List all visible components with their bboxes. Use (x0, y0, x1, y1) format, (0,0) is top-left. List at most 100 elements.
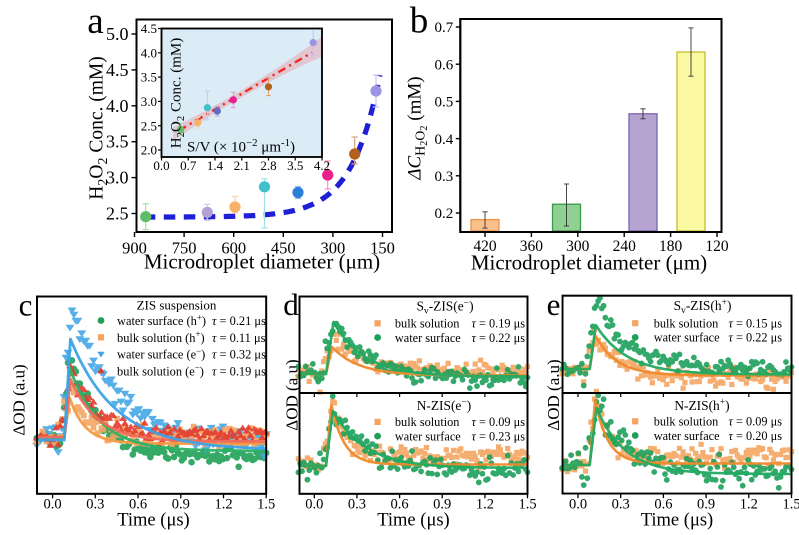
svg-text:2.0: 2.0 (141, 143, 157, 158)
svg-text:0.7: 0.7 (435, 20, 454, 36)
svg-text:0.9: 0.9 (697, 497, 715, 513)
svg-text:e: e (547, 287, 561, 322)
svg-text:bulk solution: bulk solution (654, 415, 719, 429)
svg-text:2.8: 2.8 (260, 158, 276, 173)
svg-text:τ = 0.11 μs: τ = 0.11 μs (212, 331, 266, 345)
svg-text:0.6: 0.6 (391, 497, 409, 513)
svg-text:c: c (19, 288, 33, 323)
svg-text:τ = 0.23 μs: τ = 0.23 μs (472, 429, 526, 443)
svg-text:5.0: 5.0 (106, 24, 129, 44)
svg-text:420: 420 (473, 238, 497, 255)
svg-text:bulk solution: bulk solution (395, 317, 460, 331)
svg-text:1.2: 1.2 (740, 497, 758, 513)
svg-text:750: 750 (172, 239, 197, 258)
svg-text:2.5: 2.5 (106, 204, 129, 224)
svg-text:120: 120 (705, 238, 729, 255)
svg-text:1.2: 1.2 (476, 497, 494, 513)
svg-text:τ = 0.22 μs: τ = 0.22 μs (472, 331, 526, 345)
svg-text:τ = 0.19 μs: τ = 0.19 μs (212, 364, 266, 378)
svg-text:0.9: 0.9 (433, 497, 451, 513)
svg-text:0.6: 0.6 (435, 57, 454, 73)
svg-text:Sv-ZIS(e−): Sv-ZIS(e−) (416, 297, 473, 316)
svg-text:Microdroplet diameter (μm): Microdroplet diameter (μm) (144, 250, 380, 274)
svg-text:0.0: 0.0 (153, 158, 169, 173)
svg-text:1.5: 1.5 (257, 497, 275, 513)
svg-text:τ = 0.20 μs: τ = 0.20 μs (729, 429, 783, 443)
svg-text:4.5: 4.5 (106, 60, 129, 80)
svg-text:2.5: 2.5 (141, 118, 157, 133)
svg-text:N-ZIS(h+): N-ZIS(h+) (674, 397, 729, 413)
svg-text:τ = 0.32 μs: τ = 0.32 μs (212, 348, 266, 362)
svg-text:S/V (× 10−2 μm-1): S/V (× 10−2 μm-1) (187, 137, 295, 156)
svg-text:450: 450 (271, 239, 296, 258)
svg-text:water surface: water surface (654, 429, 720, 443)
svg-text:τ = 0.19 μs: τ = 0.19 μs (472, 317, 526, 331)
svg-text:bulk solution (e−): bulk solution (e−) (117, 363, 204, 379)
svg-text:0.0: 0.0 (44, 497, 62, 513)
svg-text:Time (μs): Time (μs) (641, 511, 713, 531)
svg-text:ΔOD (a.u): ΔOD (a.u) (10, 364, 29, 435)
svg-text:1.5: 1.5 (782, 497, 799, 513)
svg-text:τ = 0.21 μs: τ = 0.21 μs (212, 314, 266, 328)
svg-text:300: 300 (566, 238, 590, 255)
svg-text:0.7: 0.7 (180, 158, 197, 173)
svg-text:water surface (h+): water surface (h+) (117, 312, 206, 328)
svg-text:0.6: 0.6 (654, 497, 672, 513)
svg-text:0.3: 0.3 (86, 497, 104, 513)
svg-text:360: 360 (520, 238, 544, 255)
svg-text:1.5: 1.5 (518, 497, 536, 513)
svg-text:900: 900 (122, 239, 147, 258)
svg-text:0.9: 0.9 (172, 497, 190, 513)
svg-text:Time (μs): Time (μs) (377, 511, 449, 531)
svg-text:τ = 0.09 μs: τ = 0.09 μs (472, 415, 526, 429)
svg-text:0.0: 0.0 (305, 497, 323, 513)
svg-text:4.0: 4.0 (106, 96, 129, 116)
svg-text:2.1: 2.1 (234, 158, 250, 173)
svg-text:τ = 0.09 μs: τ = 0.09 μs (729, 415, 783, 429)
svg-text:1.2: 1.2 (214, 497, 232, 513)
svg-text:0.4: 0.4 (435, 132, 454, 148)
svg-text:H2O2 Conc. (mM): H2O2 Conc. (mM) (87, 56, 111, 199)
svg-text:water surface: water surface (395, 429, 461, 443)
svg-text:Time (μs): Time (μs) (117, 511, 189, 531)
svg-text:a: a (87, 1, 103, 42)
svg-text:3.0: 3.0 (141, 94, 157, 109)
svg-text:N-ZIS(e−): N-ZIS(e−) (417, 397, 472, 413)
svg-text:H2O2 Conc. (mM): H2O2 Conc. (mM) (169, 38, 187, 148)
svg-text:water surface (e−): water surface (e−) (117, 346, 205, 362)
svg-text:water surface: water surface (654, 331, 720, 345)
svg-text:1.4: 1.4 (207, 158, 224, 173)
svg-text:4.0: 4.0 (141, 45, 157, 60)
svg-text:300: 300 (321, 239, 346, 258)
svg-text:0.2: 0.2 (435, 206, 454, 222)
svg-text:4.5: 4.5 (141, 21, 157, 36)
svg-text:180: 180 (659, 238, 683, 255)
svg-text:0.3: 0.3 (612, 497, 630, 513)
svg-text:0.3: 0.3 (435, 169, 454, 185)
svg-text:τ = 0.15 μs: τ = 0.15 μs (729, 317, 783, 331)
svg-text:ZIS suspension: ZIS suspension (137, 298, 217, 313)
svg-text:Microdroplet diameter (μm): Microdroplet diameter (μm) (471, 251, 707, 275)
svg-text:bulk solution (h+): bulk solution (h+) (117, 329, 205, 345)
svg-text:ΔOD (a.u): ΔOD (a.u) (544, 359, 563, 430)
svg-text:0.3: 0.3 (348, 497, 366, 513)
svg-text:b: b (410, 1, 429, 42)
svg-text:0.5: 0.5 (435, 95, 454, 111)
svg-text:0.0: 0.0 (569, 497, 587, 513)
svg-text:Sv-ZIS(h+): Sv-ZIS(h+) (674, 297, 732, 316)
svg-text:ΔCH2O2 (mM): ΔCH2O2 (mM) (405, 76, 431, 180)
svg-text:4.2: 4.2 (314, 158, 330, 173)
svg-text:water surface: water surface (395, 331, 461, 345)
svg-text:d: d (283, 287, 299, 322)
svg-text:bulk solution: bulk solution (395, 415, 460, 429)
svg-text:τ = 0.22 μs: τ = 0.22 μs (729, 331, 783, 345)
svg-text:bulk solution: bulk solution (654, 317, 719, 331)
svg-text:0.6: 0.6 (129, 497, 147, 513)
svg-text:3.5: 3.5 (287, 158, 303, 173)
svg-text:3.5: 3.5 (106, 132, 129, 152)
svg-text:3.0: 3.0 (106, 168, 129, 188)
svg-text:240: 240 (613, 238, 637, 255)
svg-text:600: 600 (221, 239, 246, 258)
svg-text:150: 150 (370, 239, 395, 258)
svg-text:3.5: 3.5 (141, 70, 157, 85)
